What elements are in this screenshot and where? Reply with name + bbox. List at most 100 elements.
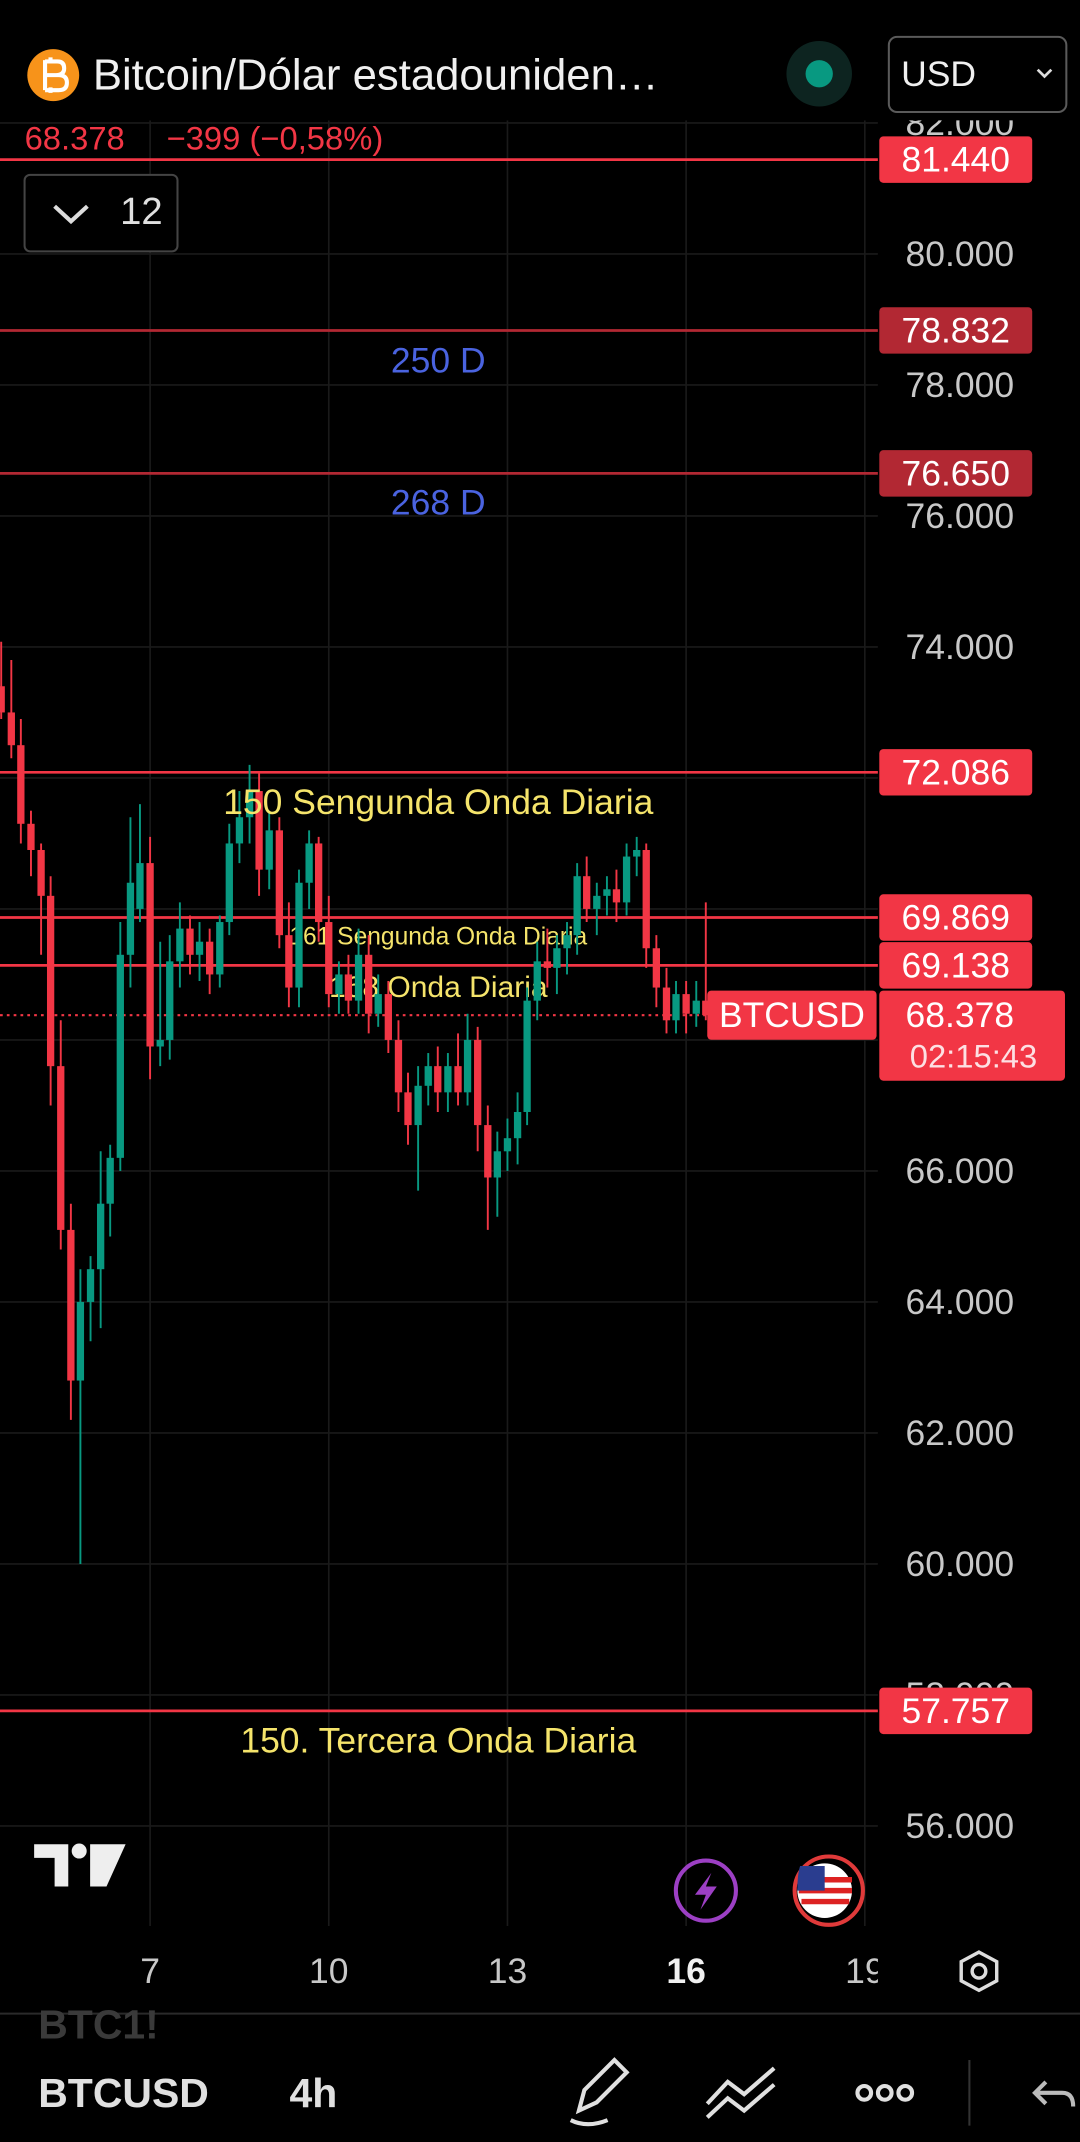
symbol-tag (707, 990, 877, 1040)
candle-body (295, 882, 303, 988)
draw-tool-button[interactable] (569, 2057, 630, 2127)
candle-body (7, 712, 15, 746)
candle-body (146, 863, 154, 1047)
candle-body (245, 791, 254, 818)
bitcoin-icon (27, 49, 80, 102)
candle-body (503, 1138, 512, 1152)
x-tick-label: 13 (488, 1951, 527, 1991)
candle-body (126, 882, 135, 955)
annotation: 150. Tercera Onda Diaria (240, 1720, 636, 1760)
last-price-tag (879, 990, 1065, 1081)
y-tick-label: 80.000 (906, 234, 1015, 274)
candle-body (593, 895, 601, 909)
candle-body (255, 791, 263, 870)
candle-body (612, 889, 621, 903)
candle-body (454, 1066, 462, 1093)
annotation: 250 D (391, 341, 486, 381)
candle-body (484, 1125, 492, 1178)
toolbar-interval[interactable]: 4h (289, 2070, 337, 2116)
candle-body (365, 954, 373, 1014)
market-status[interactable] (786, 40, 852, 107)
candle-body (583, 876, 591, 909)
candle-body (474, 1039, 482, 1126)
candle-body (523, 1000, 531, 1112)
annotation: 161 Sengunda Onda Diaria (289, 924, 587, 951)
candle-body (285, 935, 293, 988)
candle-body (195, 941, 204, 955)
toolbar-symbol[interactable]: BTCUSD (38, 2070, 209, 2116)
candle-body (116, 954, 124, 1158)
candle-body (156, 1039, 164, 1047)
y-tick-label: 62.000 (906, 1413, 1015, 1453)
candle-body (662, 987, 671, 1021)
candle-body (136, 863, 144, 909)
y-tick-label: 66.000 (906, 1151, 1015, 1191)
candle-body (603, 889, 611, 896)
interval-toggle[interactable]: 12 (23, 173, 179, 253)
candle-body (335, 974, 343, 995)
economy-flag-button[interactable] (792, 1854, 865, 1927)
candle-body (67, 1229, 75, 1381)
price-tag-label: 57.757 (901, 1691, 1010, 1731)
y-tick-label: 64.000 (906, 1282, 1015, 1322)
candle-body (374, 994, 382, 1014)
price-tag-label: 69.869 (901, 898, 1010, 938)
indicators-button[interactable] (705, 2066, 776, 2119)
price-tag (879, 942, 1033, 989)
secondary-symbol: BTC1! (38, 2002, 159, 2048)
candle-body (265, 830, 273, 870)
candle-body (354, 954, 363, 1001)
price-tag (879, 307, 1033, 354)
overlay: 7 10 13 16 1981.44078.83276.65072.08669.8696… (140, 136, 1065, 2003)
candle-body (533, 961, 541, 1001)
settings-button[interactable] (959, 1950, 999, 1993)
last-price-label: 68.378 (906, 995, 1015, 1035)
price-tag (879, 1687, 1033, 1735)
candle-body (424, 1066, 432, 1086)
undo-button[interactable] (1032, 2080, 1076, 2107)
candle-body (434, 1066, 442, 1093)
currency-label: USD (901, 54, 976, 94)
candle-body (652, 948, 661, 988)
more-button[interactable] (855, 2083, 915, 2102)
price-tag-label: 72.086 (901, 752, 1010, 792)
candle-body (206, 941, 214, 975)
annotation: 150 Sengunda Onda Diaria (223, 782, 653, 822)
candle-body (633, 849, 641, 857)
symbol-tag-label: BTCUSD (719, 995, 865, 1035)
candle-body (702, 1000, 710, 1016)
candle-body (186, 928, 194, 955)
candle-body (384, 994, 392, 1040)
candle-body (166, 961, 174, 1040)
x-tick-label: 16 (666, 1951, 705, 1991)
candles (0, 641, 710, 1564)
quote-price: 68.378 (25, 119, 125, 156)
tradingview-logo[interactable] (34, 1843, 126, 1887)
candle-body (513, 1111, 522, 1139)
candle-body (672, 994, 680, 1021)
candle-body (553, 948, 561, 968)
candle-body (76, 1301, 85, 1381)
candle-body (325, 922, 333, 995)
axis-mask (877, 1939, 933, 2003)
currency-select[interactable]: USD (887, 35, 1068, 114)
candle-body (444, 1066, 452, 1093)
candle-body (394, 1039, 403, 1093)
candle-body (344, 974, 353, 1001)
lightning-button[interactable] (673, 1858, 738, 1923)
candle-body (97, 1203, 105, 1270)
price-tag (879, 136, 1033, 183)
candle-body (37, 849, 45, 896)
candle-body (176, 928, 184, 962)
candle-body (573, 876, 581, 936)
y-tick-label: 78.000 (906, 365, 1015, 405)
quote-change: −399 (−0,58%) (167, 119, 384, 156)
interval-count: 12 (120, 190, 163, 233)
candle-body (622, 856, 631, 903)
candle-body (563, 935, 571, 949)
symbol-title[interactable]: Bitcoin/Dólar estadouniden… (93, 51, 659, 100)
price-tag (879, 749, 1033, 796)
